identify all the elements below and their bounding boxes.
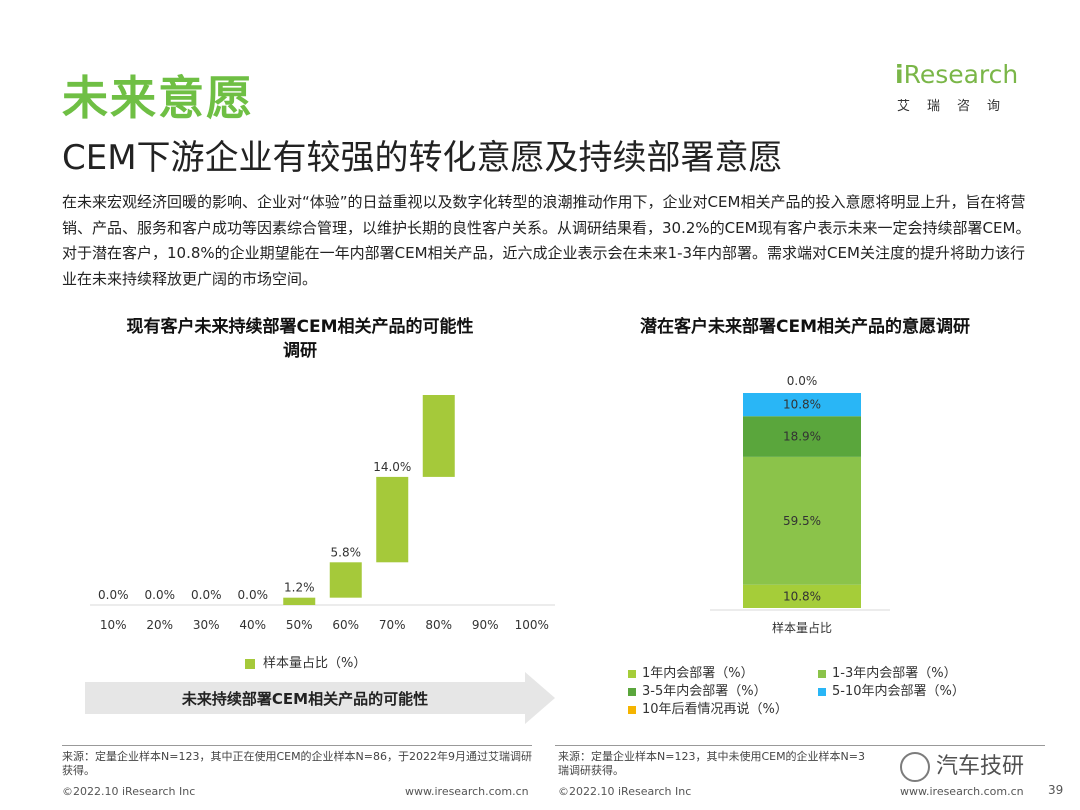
watermark: 汽车技研 bbox=[900, 748, 1024, 782]
bar-50% bbox=[283, 597, 316, 605]
x-tick-label: 20% bbox=[146, 618, 173, 632]
legend-item-3-5y: 3-5年内会部署（%） bbox=[628, 680, 767, 699]
website-link-right[interactable]: www.iresearch.com.cn bbox=[900, 785, 1024, 798]
segment-label: 10.8% bbox=[783, 398, 821, 412]
bar-60% bbox=[329, 562, 362, 598]
logo-brand: iResearch bbox=[895, 60, 1018, 89]
left-legend-label: 样本量占比（%） bbox=[263, 656, 367, 671]
source-note-left: 来源：定量企业样本N=123，其中正在使用CEM的企业样本N=86，于2022年… bbox=[62, 750, 532, 777]
x-axis-label: 样本量占比 bbox=[772, 620, 832, 635]
legend-swatch bbox=[245, 658, 255, 669]
legend-label: 1-3年内会部署（%） bbox=[832, 666, 957, 681]
legend-swatch bbox=[818, 669, 826, 678]
right-chart-title: 潜在客户未来部署CEM相关产品的意愿调研 bbox=[639, 317, 970, 337]
bar-70% bbox=[376, 476, 409, 563]
legend-item-1-3y: 1-3年内会部署（%） bbox=[818, 662, 957, 681]
data-label: 0.0% bbox=[238, 588, 269, 602]
page-number: 39 bbox=[1048, 783, 1064, 797]
legend-item-1y: 1年内会部署（%） bbox=[628, 662, 754, 681]
intro-paragraph: 在未来宏观经济回暖的影响、企业对“体验”的日益重视以及数字化转型的浪潮推动作用下… bbox=[62, 193, 1031, 288]
left-chart-title-line2: 调研 bbox=[283, 341, 317, 361]
data-label: 1.2% bbox=[284, 581, 315, 595]
stack-segment-2 bbox=[743, 416, 861, 457]
legend-label: 5-10年内会部署（%） bbox=[832, 684, 965, 699]
legend-swatch bbox=[818, 687, 826, 696]
legend-label: 3-5年内会部署（%） bbox=[642, 684, 767, 699]
logo-chinese-name: 艾瑞咨询 bbox=[897, 99, 1018, 114]
legend-swatch bbox=[628, 687, 636, 696]
data-label: 0.0% bbox=[145, 588, 176, 602]
x-tick-label: 40% bbox=[239, 618, 266, 632]
legend-swatch bbox=[628, 669, 636, 678]
x-tick-label: 30% bbox=[193, 618, 220, 632]
stack-segment-1 bbox=[743, 456, 861, 585]
stack-segment-3 bbox=[743, 393, 861, 417]
segment-label: 10.8% bbox=[783, 589, 821, 603]
legend-item-5-10y: 5-10年内会部署（%） bbox=[818, 680, 965, 699]
x-tick-label: 10% bbox=[100, 618, 127, 632]
source-note-right-line2: 瑞调研获得。 bbox=[558, 764, 624, 777]
arrow-banner-label: 未来持续部署CEM相关产品的可能性 bbox=[181, 690, 429, 708]
arrow-banner bbox=[85, 672, 555, 724]
x-tick-label: 80% bbox=[425, 618, 452, 632]
website-link-left[interactable]: www.iresearch.com.cn bbox=[405, 785, 529, 798]
data-label: 0.0% bbox=[98, 588, 129, 602]
x-tick-label: 90% bbox=[472, 618, 499, 632]
segment-label: 18.9% bbox=[783, 430, 821, 444]
legend-label: 1年内会部署（%） bbox=[642, 666, 754, 681]
left-chart-title: 现有客户未来持续部署CEM相关产品的可能性 调研 bbox=[80, 315, 520, 363]
footer-divider-left bbox=[62, 745, 532, 746]
bar-80% bbox=[422, 395, 455, 477]
data-label: 0.0% bbox=[191, 588, 222, 602]
stack-segment-0 bbox=[743, 584, 861, 608]
logo-brand-rest: Research bbox=[903, 60, 1019, 89]
x-tick-label: 100% bbox=[515, 618, 549, 632]
iresearch-logo: iResearch 艾瑞咨询 bbox=[895, 60, 1018, 114]
page-title: CEM下游企业有较强的转化意愿及持续部署意愿 bbox=[62, 138, 783, 178]
watermark-text: 汽车技研 bbox=[936, 754, 1025, 779]
legend-swatch bbox=[628, 705, 636, 714]
x-tick-label: 50% bbox=[286, 618, 313, 632]
legend-label: 10年后看情况再说（%） bbox=[642, 702, 788, 717]
x-tick-label: 70% bbox=[379, 618, 406, 632]
left-waterfall-chart: 0.0% 10% 0.0% 20% 0.0% 30% 0.0% 40% 1.2% 50% 5.8% 6… bbox=[90, 395, 555, 632]
segment-label: 59.5% bbox=[783, 514, 821, 528]
data-label: 5.8% bbox=[331, 545, 362, 559]
copyright-right: ©2022.10 iResearch Inc bbox=[558, 785, 692, 798]
data-label: 14.0% bbox=[373, 460, 411, 474]
source-note-right: 来源：定量企业样本N=123，其中未使用CEM的企业样本N=3 瑞调研获得。 bbox=[558, 750, 888, 778]
left-chart-legend: 样本量占比（%） bbox=[245, 652, 366, 671]
footer-divider-right bbox=[555, 745, 1045, 746]
legend-item-10y-plus: 10年后看情况再说（%） bbox=[628, 698, 788, 717]
segment-label: 0.0% bbox=[787, 374, 818, 388]
logo-brand-i: i bbox=[895, 60, 904, 89]
wechat-icon bbox=[900, 752, 930, 782]
left-chart-title-line1: 现有客户未来持续部署CEM相关产品的可能性 bbox=[126, 317, 474, 337]
x-tick-label: 60% bbox=[332, 618, 359, 632]
section-title: 未来意愿 bbox=[62, 71, 254, 125]
copyright-left: ©2022.10 iResearch Inc bbox=[62, 785, 196, 798]
source-note-right-line1: 来源：定量企业样本N=123，其中未使用CEM的企业样本N=3 bbox=[558, 750, 866, 763]
right-stacked-bar-chart: 10.8% 59.5% 18.9% 10.8% 0.0% 样本量占比 bbox=[710, 374, 890, 635]
